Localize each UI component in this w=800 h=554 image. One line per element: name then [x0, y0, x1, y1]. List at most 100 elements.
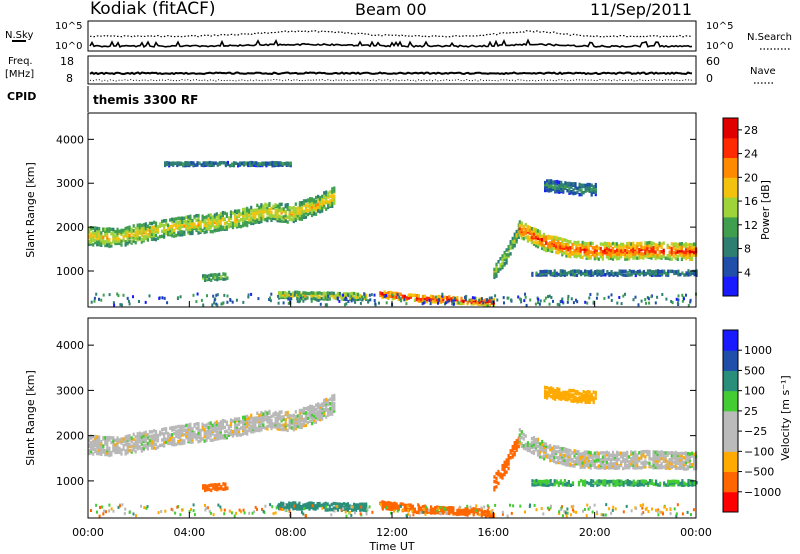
scatter-cell: [577, 243, 580, 247]
scatter-cell: [156, 225, 160, 229]
scatter-cell: [635, 506, 638, 510]
scatter-cell: [315, 212, 318, 216]
scatter-cell: [119, 303, 122, 307]
scatter-cell: [294, 415, 297, 419]
scatter-cell: [187, 436, 190, 440]
scatter-cell: [215, 218, 218, 223]
scatter-cell: [616, 301, 619, 305]
scatter-cell: [106, 441, 109, 446]
scatter-cell: [547, 269, 550, 274]
scatter-cell: [585, 514, 588, 518]
scatter-cell: [323, 200, 326, 204]
scatter-cell: [632, 244, 635, 248]
scatter-cell: [318, 291, 321, 295]
scatter-cell: [634, 450, 637, 454]
scatter-cell: [154, 237, 158, 242]
scatter-cell: [183, 220, 186, 224]
scatter-cell: [387, 500, 390, 505]
scatter-cell: [240, 510, 243, 514]
scatter-cell: [142, 446, 145, 450]
scatter-cell: [642, 449, 645, 454]
scatter-cell: [246, 216, 249, 221]
scatter-cell: [219, 430, 222, 434]
scatter-cell: [594, 390, 597, 395]
scatter-cell: [676, 457, 679, 461]
scatter-cell: [221, 211, 224, 215]
scatter-cell: [248, 426, 251, 430]
scatter-cell: [560, 391, 563, 396]
scatter-cell: [234, 161, 238, 165]
scatter-cell: [300, 507, 303, 511]
scatter-cell: [584, 391, 587, 395]
scatter-cell: [348, 504, 352, 508]
scatter-cell: [530, 229, 533, 233]
scatter-cell: [171, 231, 174, 236]
scatter-cell: [233, 219, 237, 224]
scatter-cell: [556, 302, 559, 306]
scatter-cell: [670, 458, 673, 462]
scatter-cell: [104, 240, 107, 244]
scatter-cell: [494, 503, 497, 507]
scatter-cell: [261, 161, 264, 165]
scatter-cell: [88, 234, 91, 238]
scatter-cell: [493, 479, 496, 484]
scatter-cell: [556, 188, 559, 192]
scatter-cell: [509, 252, 512, 256]
scatter-cell: [90, 445, 93, 450]
scatter-cell: [171, 437, 174, 441]
scatter-cell: [387, 502, 390, 507]
scatter-cell: [590, 187, 593, 192]
scatter-cell: [674, 452, 677, 457]
scatter-cell: [134, 226, 137, 231]
scatter-cell: [287, 297, 290, 301]
scatter-cell: [348, 511, 351, 514]
scatter-cell: [274, 217, 277, 221]
scatter-cell: [454, 512, 457, 516]
scatter-cell: [255, 161, 258, 165]
scatter-cell: [417, 508, 420, 512]
scatter-cell: [553, 459, 556, 464]
scatter-cell: [636, 457, 639, 461]
scatter-cell: [317, 410, 320, 414]
scatter-cell: [106, 236, 109, 240]
scatter-cell: [585, 252, 588, 256]
xlabel: Time UT: [368, 540, 414, 553]
scatter-cell: [530, 235, 533, 239]
scatter-cell: [310, 197, 314, 201]
scatter-cell: [688, 249, 692, 253]
scatter-cell: [496, 298, 499, 302]
scatter-cell: [338, 294, 341, 298]
scatter-cell: [171, 217, 174, 222]
scatter-cell: [98, 514, 101, 518]
scatter-cell: [117, 505, 120, 509]
scatter-cell: [199, 224, 202, 229]
scatter-cell: [501, 261, 504, 266]
scatter-cell: [550, 504, 552, 508]
scatter-cell: [545, 444, 548, 448]
scatter-cell: [152, 233, 156, 238]
scatter-cell: [161, 443, 164, 447]
scatter-cell: [662, 248, 665, 253]
scatter-cell: [630, 269, 633, 274]
scatter-cell: [421, 504, 425, 509]
scatter-cell: [298, 201, 301, 205]
scatter-cell: [642, 463, 645, 467]
scatter-cell: [140, 240, 143, 244]
scatter-cell: [302, 299, 305, 303]
scatter-cell: [495, 271, 498, 275]
scatter-cell: [551, 249, 554, 253]
scatter-cell: [333, 197, 336, 201]
scatter-cell: [206, 487, 209, 492]
scatter-cell: [252, 208, 255, 213]
scatter-cell: [585, 452, 588, 456]
scatter-cell: [92, 238, 95, 243]
scatter-cell: [611, 463, 615, 468]
scatter-cell: [520, 224, 523, 228]
scatter-cell: [328, 507, 331, 512]
scatter-cell: [457, 301, 460, 305]
scatter-cell: [642, 460, 645, 465]
scatter-cell: [284, 215, 287, 220]
scatter-cell: [104, 438, 107, 442]
scatter-cell: [235, 431, 239, 436]
scatter-cell: [256, 203, 259, 208]
